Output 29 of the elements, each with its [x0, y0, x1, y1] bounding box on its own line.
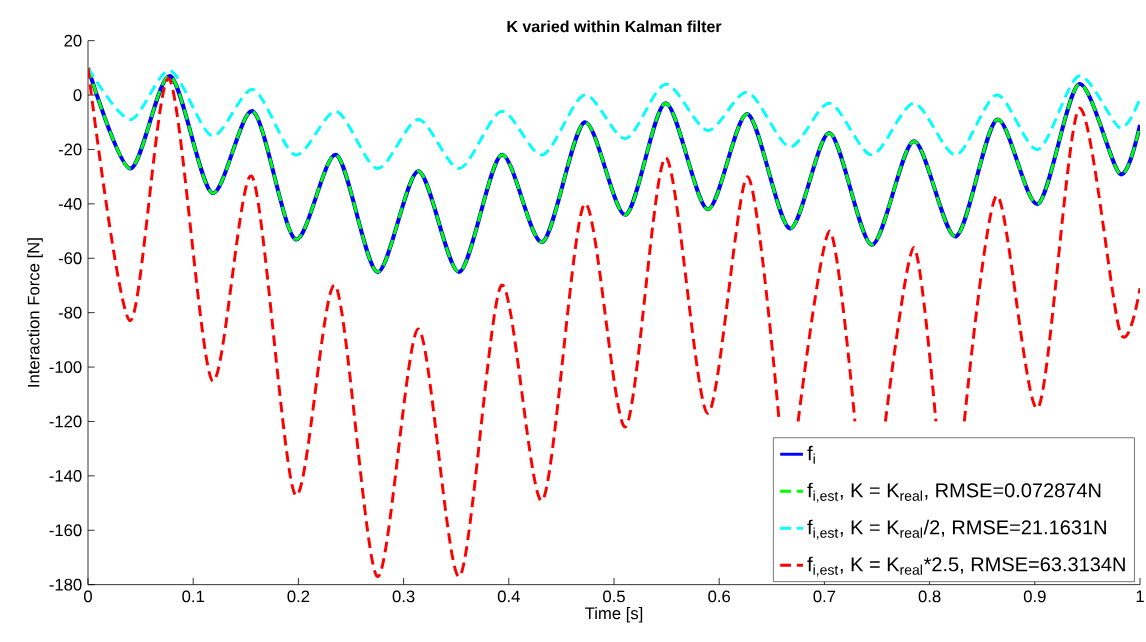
x-tick-label: 0.1	[182, 590, 204, 603]
x-tick-label: 0.6	[708, 590, 731, 603]
y-axis-title: Interaction Force [N]	[27, 238, 43, 387]
legend-label: f$_{i,est}$, K = K$_{real}$, RMSE=0.072874N	[807, 482, 1101, 503]
x-axis-title: Time [s]	[585, 606, 643, 623]
legend-label: f$_{i}$	[807, 445, 815, 464]
x-tick-label: 0.9	[1023, 590, 1046, 603]
y-tick-label: -160	[49, 524, 82, 537]
y-tick-label: 20	[64, 34, 82, 47]
y-tick-label: -100	[49, 361, 82, 373]
x-tick-label: 0.4	[497, 590, 520, 603]
x-tick-label: 0.5	[603, 590, 625, 603]
y-tick-label: -40	[58, 197, 82, 210]
y-tick-label: -180	[49, 578, 82, 591]
x-tick-label: 0.7	[813, 590, 836, 603]
y-tick-label: -20	[58, 143, 82, 156]
y-tick-label: -120	[49, 415, 82, 428]
y-tick-label: -80	[58, 306, 82, 319]
x-tick-label: 0.3	[392, 590, 415, 603]
legend-label: f$_{i,est}$, K = K$_{real}$*2.5, RMSE=63.3134N	[807, 556, 1125, 577]
chart-title: K varied within Kalman filter	[507, 20, 722, 33]
y-tick-label: -140	[49, 469, 82, 482]
x-tick-label: 0	[84, 590, 92, 603]
x-tick-label: 1	[1136, 590, 1144, 602]
x-tick-label: 0.8	[918, 590, 941, 603]
y-tick-label: 0	[73, 89, 82, 101]
legend-label: f$_{i,est}$, K = K$_{real}$/2, RMSE=21.1631N	[807, 519, 1106, 540]
y-tick-label: -60	[58, 252, 82, 265]
x-tick-label: 0.2	[287, 590, 310, 603]
